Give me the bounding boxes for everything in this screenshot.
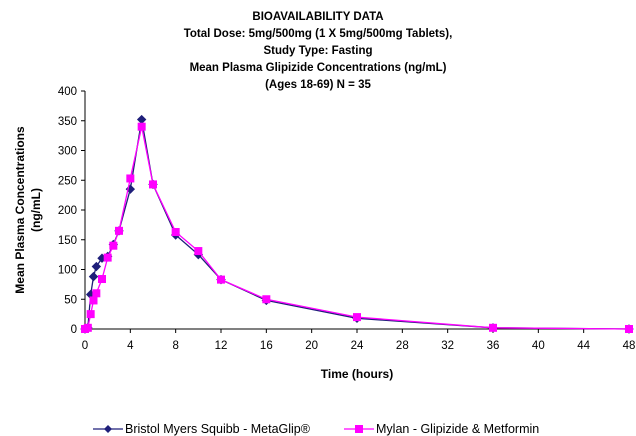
series-2-point [171, 228, 180, 237]
y-axis-ticks: 0 50 100 150 200 250 300 350 400 [58, 86, 85, 336]
series-2-point [353, 313, 361, 322]
series-2-point [625, 325, 633, 333]
y-tick-label: 200 [58, 205, 77, 217]
x-tick-label: 28 [396, 340, 409, 352]
legend-label-series-1: Bristol Myers Squibb - MetaGlip® [125, 422, 311, 436]
x-tick-label: 4 [127, 340, 134, 352]
series-2-point [126, 174, 135, 183]
title-line-3: Study Type: Fasting [263, 45, 372, 57]
x-tick-label: 0 [82, 340, 88, 352]
series-2-point [92, 289, 101, 298]
title-line-4: Mean Plasma Glipizide Concentrations (ng… [190, 62, 447, 74]
series-2-point [89, 296, 98, 305]
series-2-point [115, 226, 123, 235]
series-2-point [98, 275, 106, 284]
legend-item-series-1: Bristol Myers Squibb - MetaGlip® [93, 422, 311, 436]
series-2-point [137, 122, 146, 131]
y-axis-title: Mean Plasma Concentrations (ng/mL) [13, 126, 43, 294]
x-axis-ticks: 0 4 8 12 16 20 24 28 32 36 40 44 48 [82, 329, 636, 352]
series-1-point [136, 114, 147, 125]
series-2 [81, 122, 633, 333]
y-tick-label: 350 [58, 116, 77, 128]
series-1-line [84, 119, 630, 330]
series-2-point [217, 275, 225, 284]
y-axis-title-line-2: (ng/mL) [29, 188, 43, 232]
x-tick-label: 24 [351, 340, 364, 352]
legend-item-series-2: Mylan - Glipizide & Metformin [344, 422, 539, 436]
series-2-point [149, 180, 157, 189]
title-line-2: Total Dose: 5mg/500mg (1 X 5mg/500mg Tab… [184, 28, 453, 40]
y-tick-label: 150 [58, 235, 77, 247]
x-axis-title: Time (hours) [321, 367, 393, 381]
y-tick-label: 0 [71, 324, 77, 336]
series-2-line [84, 126, 630, 330]
x-tick-label: 16 [260, 340, 273, 352]
series-2-point [262, 295, 271, 304]
x-tick-label: 36 [487, 340, 500, 352]
legend-label-series-2: Mylan - Glipizide & Metformin [376, 422, 539, 436]
y-tick-label: 100 [58, 265, 77, 277]
title-line-5: (Ages 18-69) N = 35 [265, 79, 371, 91]
x-tick-label: 12 [215, 340, 228, 352]
series-1-point [88, 271, 99, 282]
legend-marker-series-1 [104, 425, 112, 433]
x-tick-label: 48 [623, 340, 636, 352]
legend: Bristol Myers Squibb - MetaGlip® Mylan -… [93, 422, 539, 436]
x-tick-label: 40 [532, 340, 545, 352]
y-axis-title-line-1: Mean Plasma Concentrations [13, 126, 27, 294]
series-2-point [103, 253, 112, 262]
plot-series [80, 114, 634, 334]
x-tick-label: 32 [441, 340, 454, 352]
series-2-point [109, 241, 118, 250]
y-tick-label: 300 [58, 146, 77, 158]
series-1 [80, 114, 634, 334]
title-line-1: BIOAVAILABILITY DATA [252, 11, 383, 23]
series-1-point [91, 261, 102, 272]
series-2-point [86, 310, 95, 319]
x-tick-label: 20 [305, 340, 318, 352]
legend-marker-series-2 [355, 425, 363, 433]
y-tick-label: 250 [58, 175, 77, 187]
series-2-point [83, 323, 92, 332]
y-tick-label: 50 [64, 294, 77, 306]
series-2-point [194, 247, 203, 256]
y-tick-label: 400 [58, 86, 77, 98]
x-tick-label: 8 [172, 340, 178, 352]
series-2-point [489, 323, 497, 332]
chart-title: BIOAVAILABILITY DATA Total Dose: 5mg/500… [184, 11, 453, 91]
x-tick-label: 44 [577, 340, 590, 352]
